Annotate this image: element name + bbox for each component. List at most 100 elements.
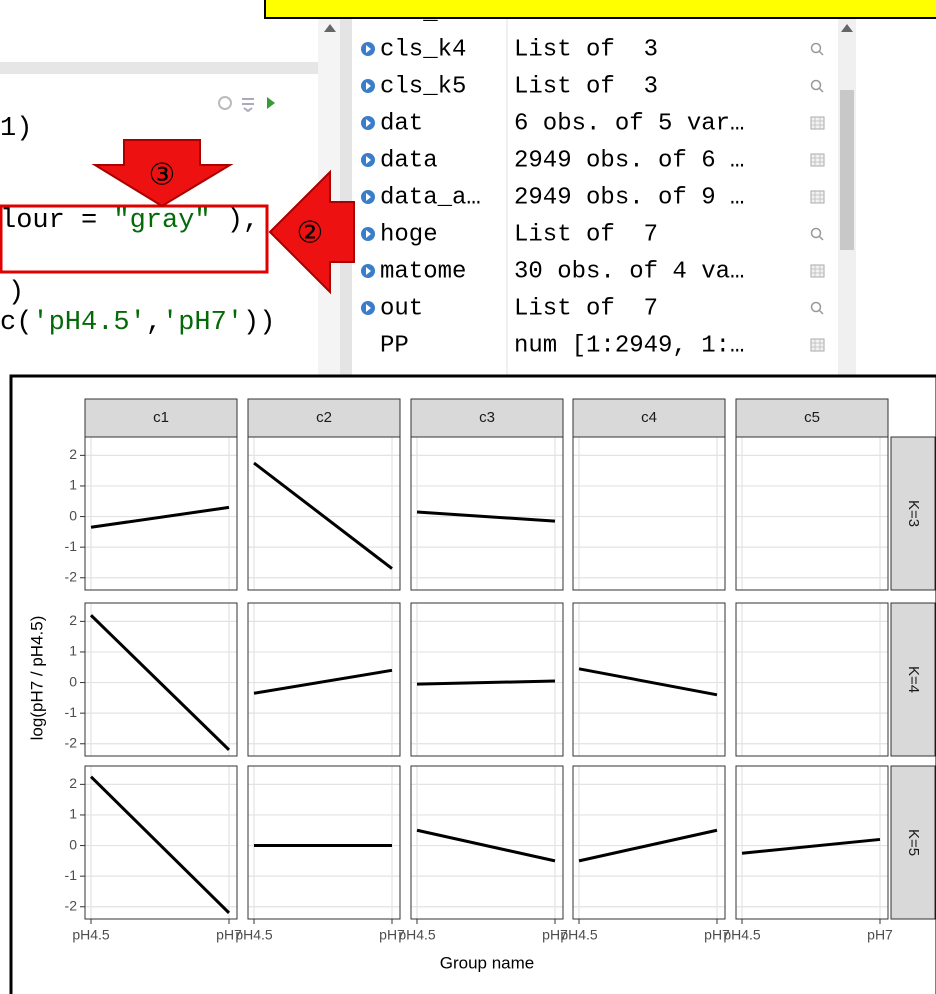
variable-name: dat [380,110,423,137]
panel-border [572,602,726,757]
y-tick-label: -1 [65,867,78,883]
env-scroll-thumb[interactable] [840,90,854,250]
table-icon [811,154,824,166]
data-line [578,667,718,697]
y-tick-label: 2 [69,775,77,791]
panel [248,437,400,590]
code-token: c( [0,308,32,338]
table-icon [810,338,825,352]
code-token: 1) [0,114,32,144]
panel [85,766,237,919]
y-tick-label: 1 [69,806,77,822]
scroll-up[interactable] [324,24,336,32]
y-tick-label: 2 [69,612,77,628]
table-icon [810,264,825,278]
facet-label: c5 [804,409,820,426]
facet-label: c3 [479,409,495,426]
panel-border [735,765,889,920]
code-line: ) [8,278,24,308]
panel [573,603,725,756]
data-line [253,461,393,570]
y-tick-label: 1 [69,643,77,659]
x-tick-label: pH4.5 [235,927,273,943]
x-tick-label: pH7 [379,927,405,943]
x-axis-title: Group name [440,953,535,972]
variable-value: List of 3 [514,36,658,63]
facet-strip [890,436,936,591]
step-marker: ② [297,216,324,251]
data-line [416,679,556,686]
data-line [416,828,556,863]
x-tick-label: pH4.5 [72,927,110,943]
code-string: 'pH4.5' [32,308,145,338]
data-line [253,668,393,695]
facet-label: K=3 [905,500,922,527]
panel-border [247,602,401,757]
panel-border [572,765,726,920]
variable-name: data_a… [380,184,481,211]
panel [736,603,888,756]
data-line [90,505,230,529]
x-tick-label: pH4.5 [398,927,436,943]
x-tick-label: pH4.5 [723,927,761,943]
panel-border [84,602,238,757]
panel-border [247,436,401,591]
x-tick-label: pH7 [867,927,893,943]
panel-border [410,765,564,920]
variable-value: List of 7 [514,295,658,322]
panel [736,766,888,919]
variable-value: List of 7 [514,221,658,248]
table-icon [810,190,825,204]
y-tick-label: -1 [65,538,78,554]
facet-label: K=4 [905,666,922,693]
data-line [741,837,881,855]
sort-icon[interactable] [242,98,254,113]
variable-name: PP [380,332,409,359]
data-line [578,828,718,863]
table-icon [811,117,824,129]
code-line: lour = "gray" ), [0,206,259,236]
data-line [89,614,231,751]
table-icon [811,265,824,277]
gear-icon[interactable] [218,96,232,110]
panel [411,766,563,919]
view-icon [810,301,822,313]
editor-divider [0,62,318,74]
facet-strip [247,398,401,438]
expand-arrow [366,82,371,90]
variable-name: out [380,295,423,322]
code-token: ), [211,206,260,236]
step-marker: ③ [149,158,176,193]
variable-name: cls_k5 [380,73,466,100]
y-tick-label: -2 [65,897,78,913]
env-scroll-up[interactable] [841,24,853,32]
run-icon[interactable] [267,97,275,109]
variable-value: 6 obs. of 5 var… [514,110,744,137]
variable-value: List of 3 [514,73,658,100]
x-tick-label: pH7 [542,927,568,943]
panel-border [735,602,889,757]
arrow-down [91,139,234,208]
y-tick-label: 1 [69,477,77,493]
facet-strip [735,398,889,438]
expand-arrow [366,156,371,164]
expand-arrow [366,119,371,127]
view-icon [818,235,824,241]
facet-label: c2 [316,409,332,426]
callout-box [264,0,936,19]
facet-label: c1 [153,409,169,426]
facet-strip [890,765,936,920]
variable-value: 2949 obs. of 6 … [514,147,744,174]
table-icon [810,153,825,167]
panel [85,603,237,756]
facet-label: c4 [641,409,657,426]
variable-value: num [1:2949, 1:… [514,332,744,359]
y-tick-label: 2 [69,446,77,462]
variable-name: matome [380,258,466,285]
panel-border [572,436,726,591]
data-line [416,510,556,523]
panel [85,437,237,590]
view-icon [818,309,824,315]
